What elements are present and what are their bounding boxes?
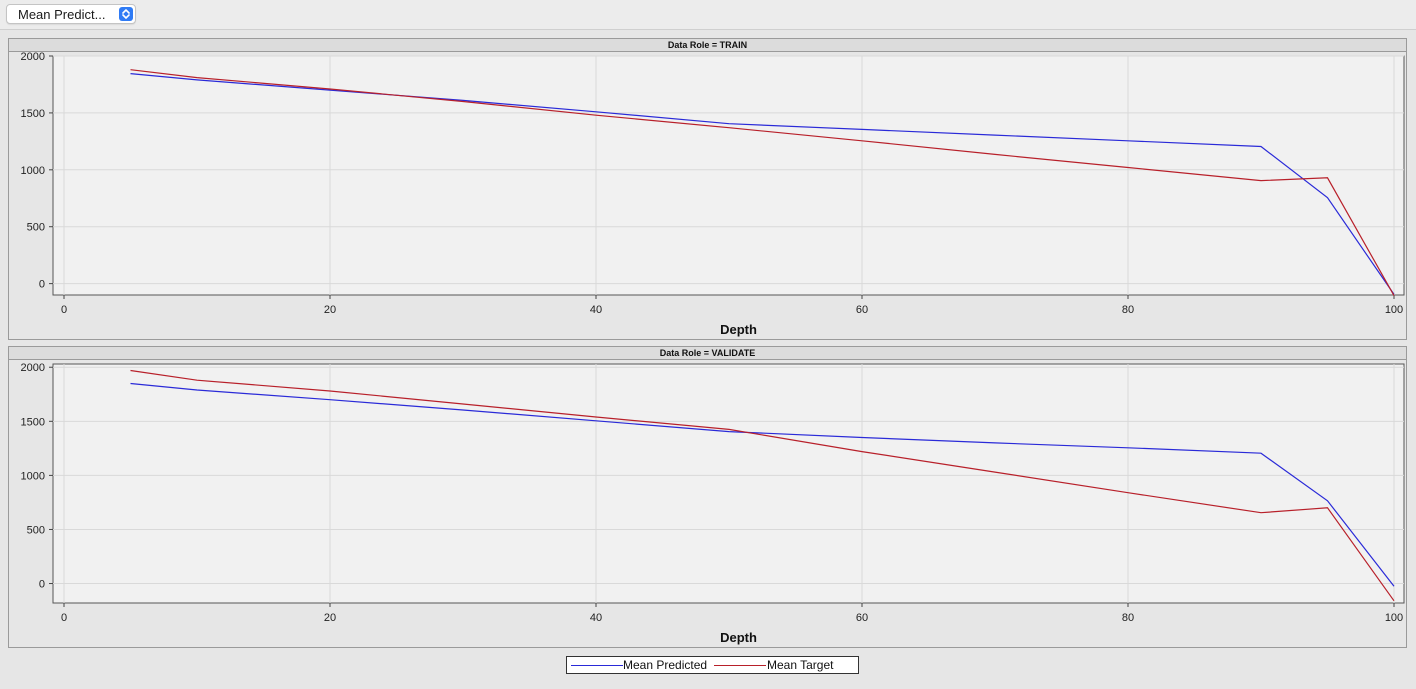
- y-tick-label: 2000: [21, 362, 45, 374]
- y-tick-label: 500: [27, 524, 45, 536]
- y-tick-label: 0: [39, 279, 45, 291]
- x-tick-label: 40: [590, 612, 602, 624]
- legend-label: Mean Target: [767, 658, 834, 672]
- series-line-mean-target: [130, 69, 1395, 296]
- x-tick-label: 60: [856, 612, 868, 624]
- x-tick-label: 20: [324, 612, 336, 624]
- y-tick-label: 1500: [21, 416, 45, 428]
- y-tick-label: 2000: [21, 51, 45, 63]
- x-tick-label: 60: [856, 304, 868, 316]
- x-tick-label: 0: [61, 612, 67, 624]
- chart-select-dropdown[interactable]: Mean Predict...: [6, 4, 136, 24]
- x-tick-label: 80: [1122, 304, 1134, 316]
- x-axis-label: Depth: [720, 322, 757, 337]
- x-tick-label: 40: [590, 304, 602, 316]
- series-line-mean-target: [130, 369, 1395, 602]
- plot-area: [52, 363, 1405, 604]
- legend-swatch-predicted: [571, 665, 623, 666]
- series-line-mean-predicted: [130, 382, 1395, 587]
- x-axis-label: Depth: [720, 630, 757, 645]
- x-tick-label: 100: [1385, 304, 1403, 316]
- panel-title: Data Role = TRAIN: [9, 39, 1406, 52]
- x-tick-label: 100: [1385, 612, 1403, 624]
- toolbar: Mean Predict...: [0, 0, 1416, 30]
- x-tick-label: 20: [324, 304, 336, 316]
- legend-label: Mean Predicted: [623, 658, 708, 672]
- y-tick-label: 0: [39, 579, 45, 591]
- y-tick-label: 1500: [21, 108, 45, 120]
- legend-swatch-target: [714, 665, 766, 666]
- series-line-mean-predicted: [130, 73, 1395, 295]
- x-tick-label: 80: [1122, 612, 1134, 624]
- plot-area: [52, 55, 1405, 296]
- validate-panel: Data Role = VALIDATE 0 20 40 60 80 100 0 500 100…: [8, 346, 1407, 648]
- panel-title: Data Role = VALIDATE: [9, 347, 1406, 360]
- y-tick-label: 1000: [21, 470, 45, 482]
- chart-select-value: Mean Predict...: [18, 7, 106, 22]
- y-tick-label: 1000: [21, 165, 45, 177]
- x-tick-label: 0: [61, 304, 67, 316]
- train-panel: Data Role = TRAIN 0 20 40 60 80 100 0 500 1000 15…: [8, 38, 1407, 340]
- legend: Mean Predicted Mean Target: [566, 656, 859, 674]
- y-tick-label: 500: [27, 222, 45, 234]
- updown-chevron-icon: [119, 7, 133, 21]
